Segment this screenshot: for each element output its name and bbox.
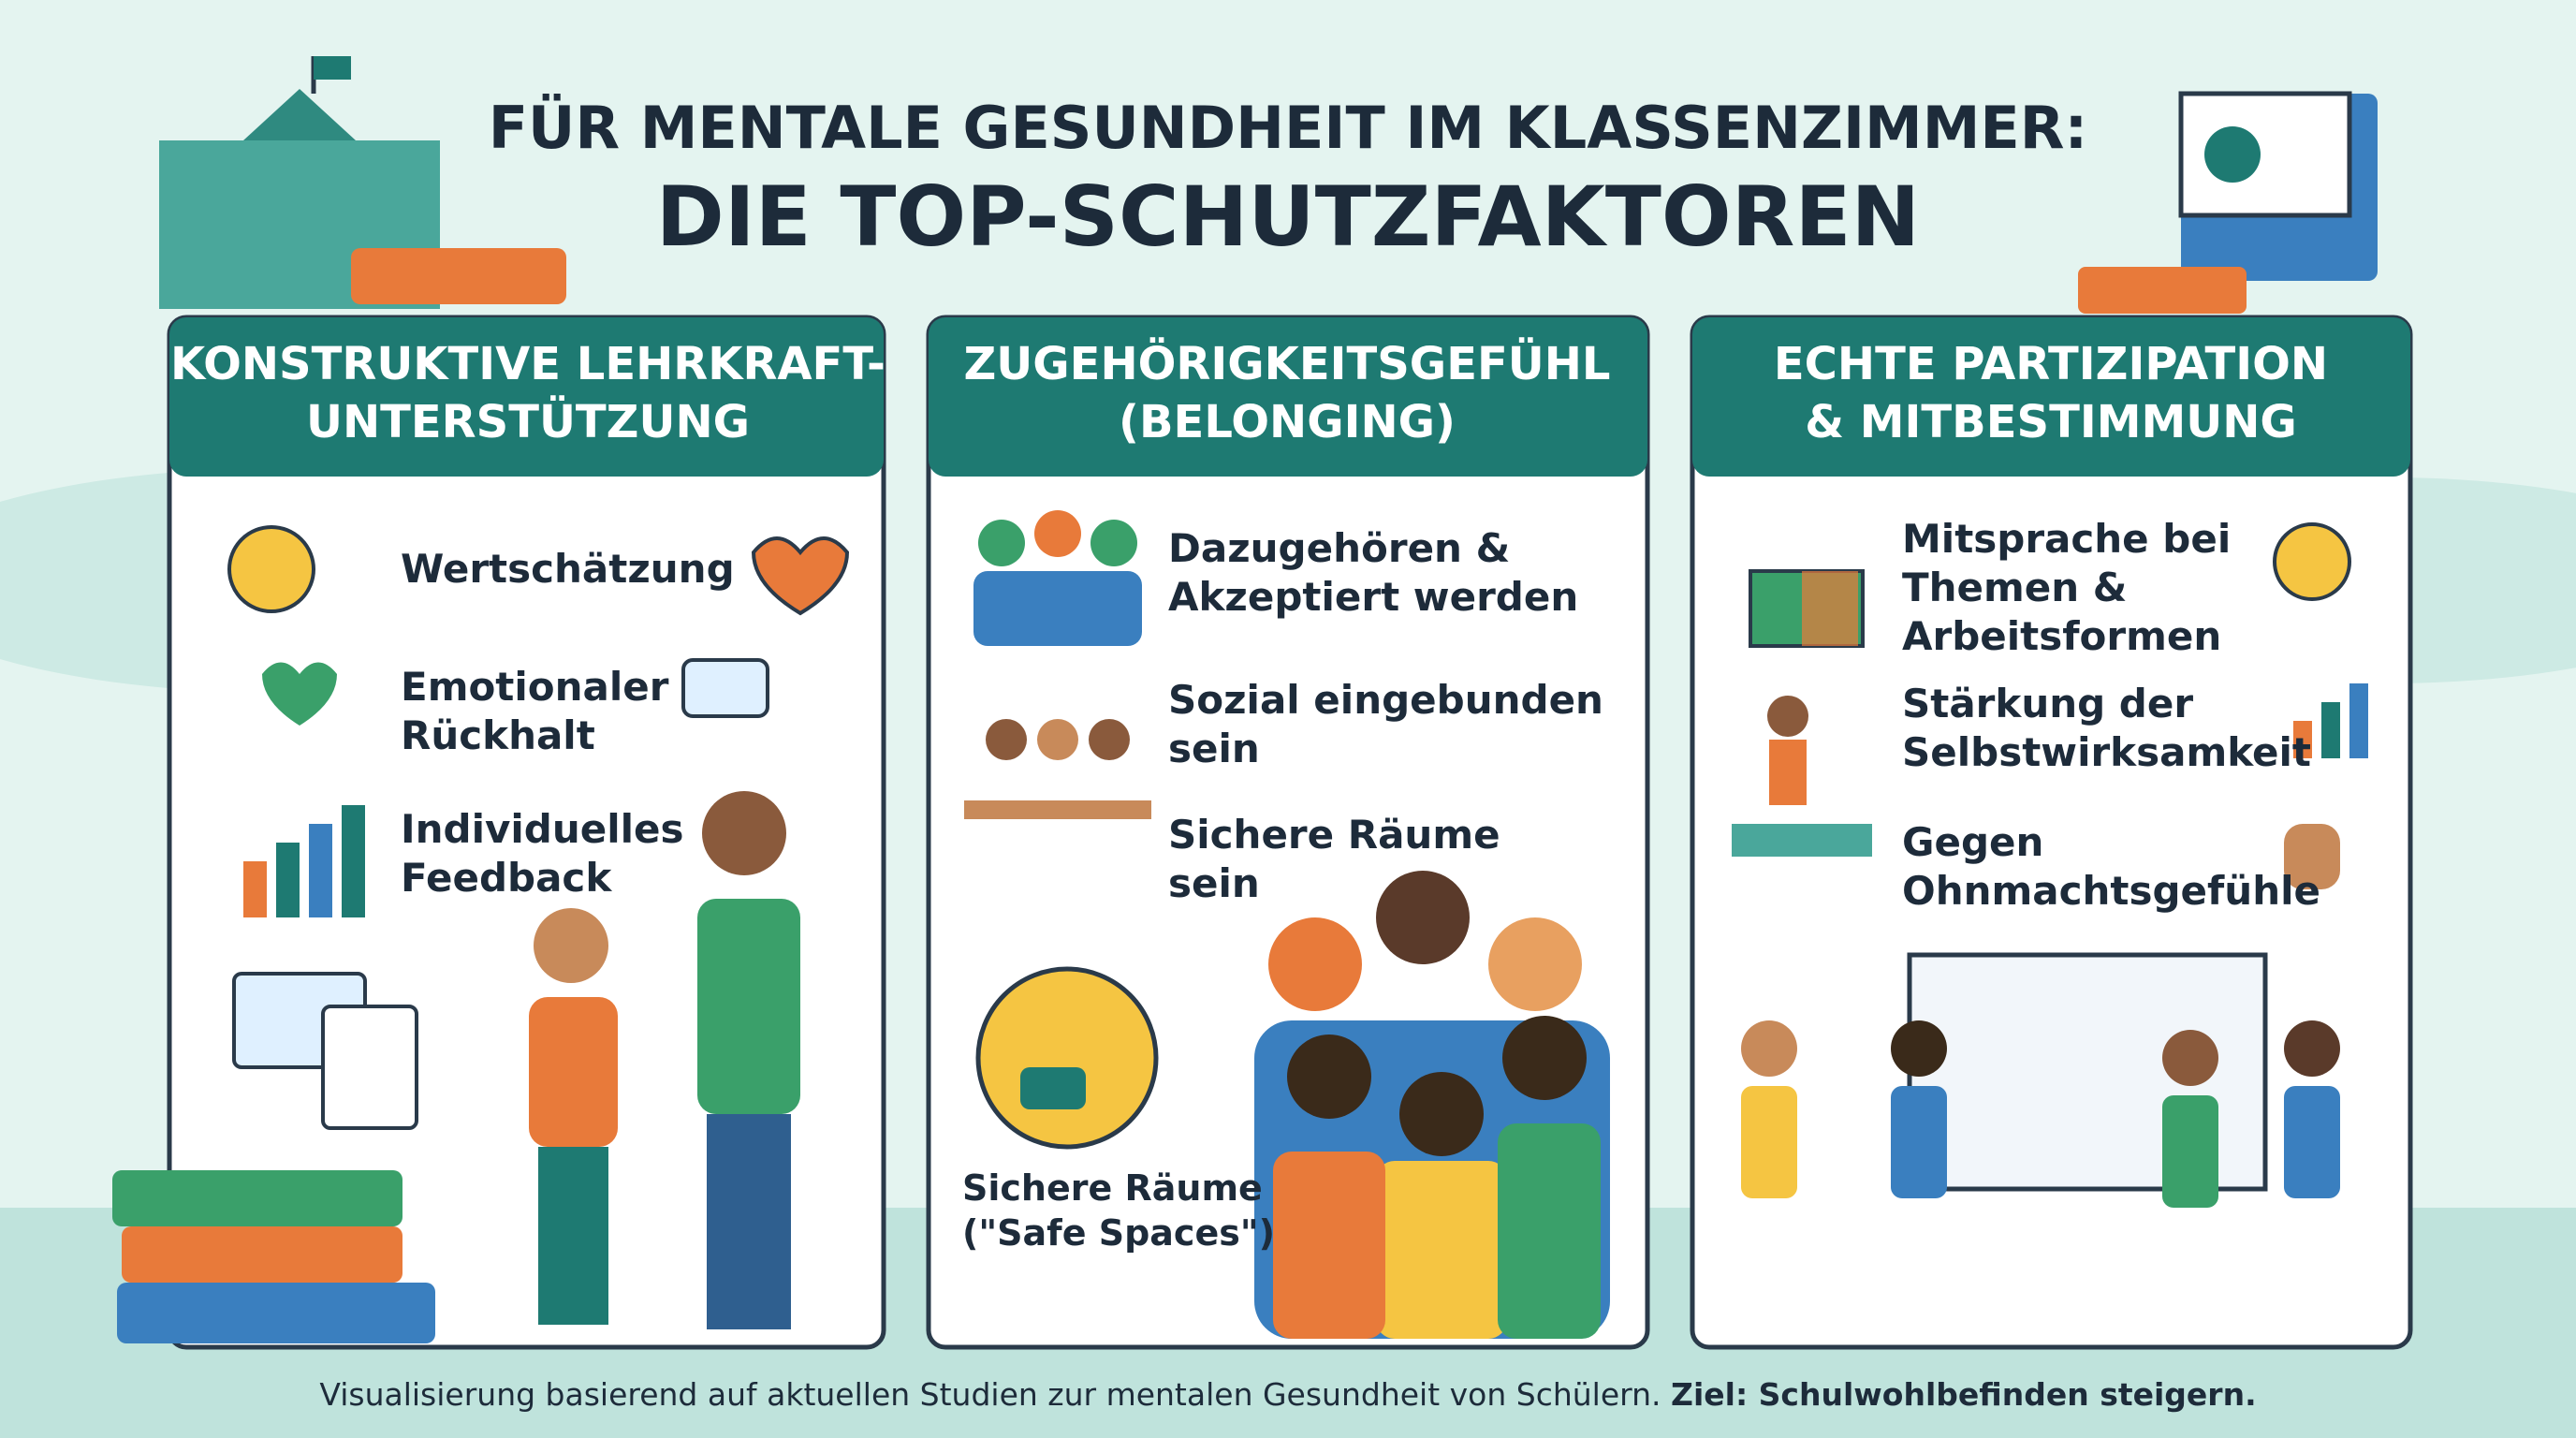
footer: Visualisierung basierend auf aktuellen S… xyxy=(0,1376,2576,1413)
panel-title: KONSTRUKTIVE LEHRKRAFT- UNTERSTÜTZUNG xyxy=(170,338,886,448)
item: Wertschätzung xyxy=(401,546,735,592)
item: Sozial eingebunden sein xyxy=(1168,677,1603,771)
item: Individuelles Feedback xyxy=(401,806,684,901)
item: Dazugehören & Akzeptiert werden xyxy=(1168,525,1579,620)
footer-goal: Ziel: Schulwohlbefinden steigern. xyxy=(1671,1376,2257,1413)
item: Emotionaler Rückhalt xyxy=(401,664,669,758)
title: FÜR MENTALE GESUNDHEIT IM KLASSENZIMMER: xyxy=(488,94,2088,162)
footer-text: Visualisierung basierend auf aktuellen S… xyxy=(319,1376,1661,1413)
panel-title: ZUGEHÖRIGKEITSGEFÜHL (BELONGING) xyxy=(963,338,1611,448)
title: DIE TOP-SCHUTZFAKTOREN xyxy=(655,169,1921,265)
item: Stärkung der Selbstwirksamkeit xyxy=(1902,681,2311,775)
caption: Sichere Räume ("Safe Spaces") xyxy=(962,1167,1276,1254)
item: Mitsprache bei Themen & Arbeitsformen xyxy=(1902,516,2232,659)
item: Sichere Räume sein xyxy=(1168,812,1500,906)
panel-title: ECHTE PARTIZIPATION & MITBESTIMMUNG xyxy=(1773,338,2329,448)
item: Gegen Ohnmachtsgefühle xyxy=(1902,819,2320,914)
